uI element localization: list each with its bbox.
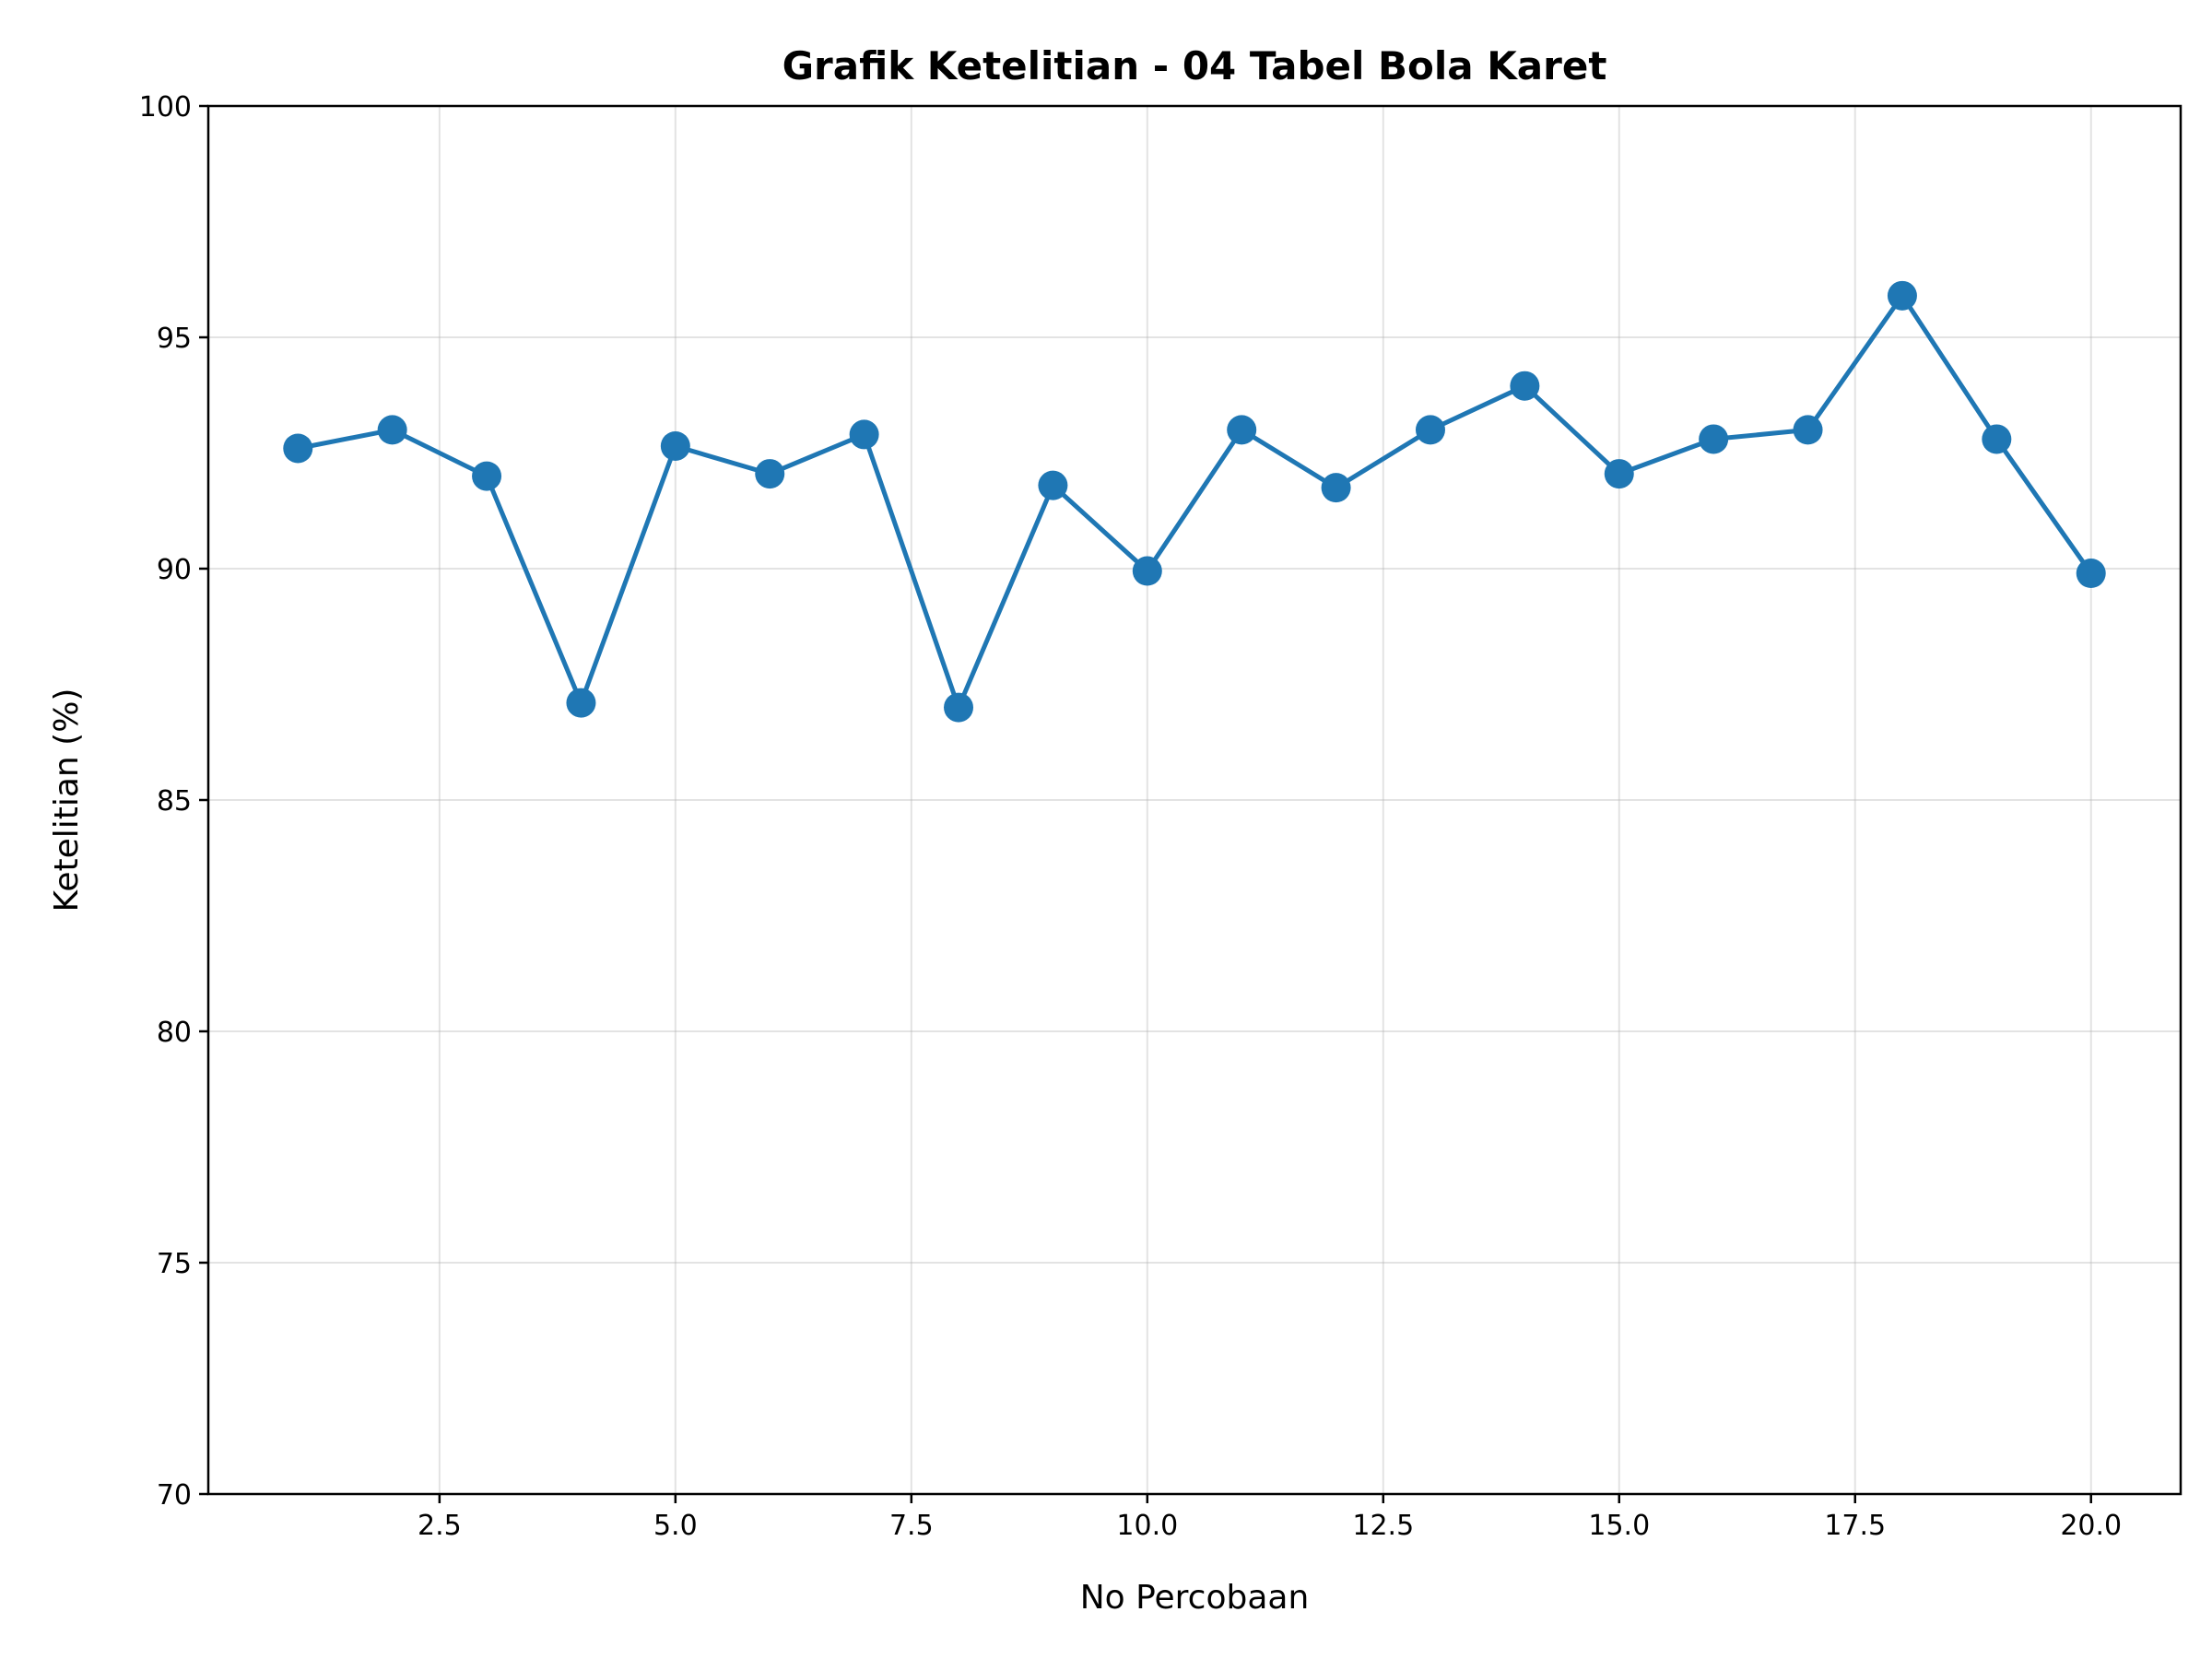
data-point — [283, 433, 313, 464]
data-point — [1887, 280, 1917, 311]
x-tick-label: 20.0 — [2060, 1510, 2122, 1542]
y-axis-label: Ketelitian (%) — [48, 688, 86, 912]
y-tick-label: 75 — [157, 1248, 192, 1280]
y-tick-label: 85 — [157, 785, 192, 818]
grid-lines — [208, 105, 2181, 1495]
x-tick-label: 10.0 — [1116, 1510, 1178, 1542]
series-line — [297, 293, 2093, 711]
x-tick-label: 5.0 — [653, 1510, 698, 1542]
data-point — [944, 692, 974, 723]
data-point — [472, 461, 502, 491]
y-tick-label: 90 — [157, 554, 192, 586]
data-point — [1038, 470, 1068, 500]
y-tick-label: 100 — [139, 91, 192, 124]
x-tick-label: 2.5 — [418, 1510, 462, 1542]
data-point — [1699, 424, 1729, 454]
data-point — [1793, 415, 1823, 445]
x-tick-label: 12.5 — [1352, 1510, 1414, 1542]
data-point — [566, 688, 596, 718]
y-tick-label: 70 — [157, 1479, 192, 1512]
data-point — [1510, 371, 1540, 401]
data-point — [377, 415, 407, 445]
x-tick-label: 15.0 — [1588, 1510, 1650, 1542]
chart-title: Grafik Ketelitian - 04 Tabel Bola Karet — [782, 43, 1607, 88]
data-point — [2076, 559, 2106, 589]
x-tick-label: 17.5 — [1824, 1510, 1886, 1542]
series-layer — [283, 280, 2106, 723]
data-point — [1982, 424, 2012, 454]
data-point — [1604, 459, 1634, 489]
axis-ticks: 2.5 5.0 7.5 10.0 12.5 15.0 17.5 20.0 70 75 80 85 90 9… — [139, 91, 2122, 1542]
x-axis-label: No Percobaan — [1080, 1579, 1310, 1617]
data-point — [849, 419, 879, 450]
data-point — [755, 459, 785, 489]
data-point — [1321, 473, 1351, 503]
y-tick-label: 80 — [157, 1017, 192, 1049]
data-point — [1227, 415, 1257, 445]
x-tick-label: 7.5 — [889, 1510, 934, 1542]
data-point — [1415, 415, 1445, 445]
data-point — [660, 430, 690, 461]
data-point — [1132, 556, 1162, 586]
y-tick-label: 95 — [157, 323, 192, 355]
